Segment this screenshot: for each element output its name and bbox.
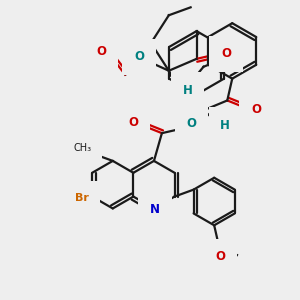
Text: CH₃: CH₃ bbox=[74, 143, 92, 153]
Text: O: O bbox=[215, 250, 225, 263]
Text: H: H bbox=[183, 84, 193, 97]
Text: H: H bbox=[220, 119, 230, 132]
Text: Br: Br bbox=[75, 193, 89, 202]
Text: N: N bbox=[150, 203, 160, 216]
Text: O: O bbox=[251, 103, 261, 116]
Text: O: O bbox=[187, 117, 196, 130]
Text: O: O bbox=[134, 50, 144, 63]
Text: O: O bbox=[97, 45, 106, 58]
Text: O: O bbox=[128, 116, 138, 129]
Text: O: O bbox=[221, 47, 231, 60]
